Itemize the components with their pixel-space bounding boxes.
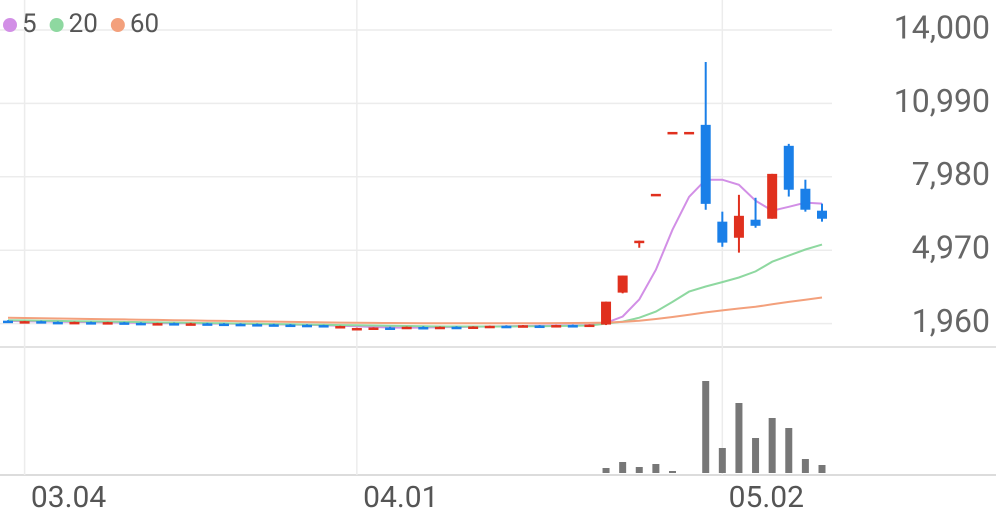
candle-body xyxy=(335,326,346,329)
candle-body xyxy=(684,131,695,135)
candle-body xyxy=(667,131,678,135)
candle-body xyxy=(650,193,661,197)
candle-body xyxy=(750,219,761,226)
candle-body xyxy=(401,326,412,330)
candle-body xyxy=(235,323,246,327)
volume-bar xyxy=(818,465,826,473)
candle-body xyxy=(434,326,445,330)
candle-body xyxy=(318,325,329,328)
candle-body xyxy=(418,327,429,330)
candle-body xyxy=(218,323,229,327)
candle-body xyxy=(634,240,645,244)
candle-body xyxy=(102,322,113,325)
volume-bar xyxy=(768,418,776,473)
candle-body xyxy=(601,301,612,325)
candle-body xyxy=(36,321,47,324)
legend-marker xyxy=(3,18,17,32)
volume-bar xyxy=(668,471,676,473)
volume-bar xyxy=(602,468,610,473)
ma-line xyxy=(7,296,823,325)
candle-body xyxy=(119,322,130,325)
candle-body xyxy=(468,326,479,330)
candle-body xyxy=(733,215,744,238)
candle-body xyxy=(252,324,263,327)
legend-marker xyxy=(110,18,125,32)
candle-body xyxy=(302,324,313,328)
candle-body xyxy=(484,325,495,329)
candle-body xyxy=(551,325,562,328)
candle-body xyxy=(617,275,628,293)
candle-body xyxy=(368,327,379,330)
legend-label: 60 xyxy=(130,9,159,39)
candle-body xyxy=(385,327,396,330)
volume-bar xyxy=(652,464,660,473)
volume-bar xyxy=(619,462,627,473)
volume-bar xyxy=(718,448,726,473)
candle-body xyxy=(185,323,196,326)
candle-body xyxy=(135,322,146,326)
y-tick-label: 4,970 xyxy=(912,229,990,267)
candle-body xyxy=(3,320,13,324)
candle-body xyxy=(800,188,811,210)
candle-body xyxy=(86,322,97,325)
y-tick-label: 14,000 xyxy=(894,8,990,46)
legend-label: 5 xyxy=(22,9,37,39)
volume-bar xyxy=(752,438,760,473)
x-tick-label: 04.01 xyxy=(363,480,438,515)
legend-label: 20 xyxy=(69,9,98,39)
ma-line xyxy=(7,243,823,328)
x-tick-label: 03.04 xyxy=(31,480,106,515)
candle-body xyxy=(268,324,279,327)
candle-body xyxy=(717,221,728,243)
candle-body xyxy=(501,325,512,329)
y-tick-label: 10,990 xyxy=(894,82,990,120)
volume-bar xyxy=(702,381,710,473)
candle-body xyxy=(700,124,711,204)
candle-body xyxy=(817,210,827,219)
volume-bar xyxy=(635,467,643,473)
candle-body xyxy=(451,326,462,330)
candle-body xyxy=(534,325,545,329)
y-tick-label: 7,980 xyxy=(912,155,990,193)
volume-bar xyxy=(801,459,809,473)
candle-body xyxy=(19,321,30,324)
legend-marker xyxy=(49,18,64,32)
candle-body xyxy=(783,145,794,190)
candle-body xyxy=(567,325,578,328)
candle-body xyxy=(69,321,80,325)
candle-body xyxy=(202,323,213,326)
y-tick-label: 1,960 xyxy=(912,302,990,340)
candle-body xyxy=(52,321,63,325)
candle-body xyxy=(169,323,180,326)
candle-body xyxy=(152,323,163,326)
candle-body xyxy=(767,173,778,219)
volume-bar xyxy=(735,403,743,473)
volume-bar xyxy=(785,428,793,473)
candle-body xyxy=(351,327,362,331)
x-tick-label: 05.02 xyxy=(729,480,804,515)
candle-body xyxy=(285,324,296,328)
candle-body xyxy=(584,324,595,328)
candle-body xyxy=(517,325,528,328)
